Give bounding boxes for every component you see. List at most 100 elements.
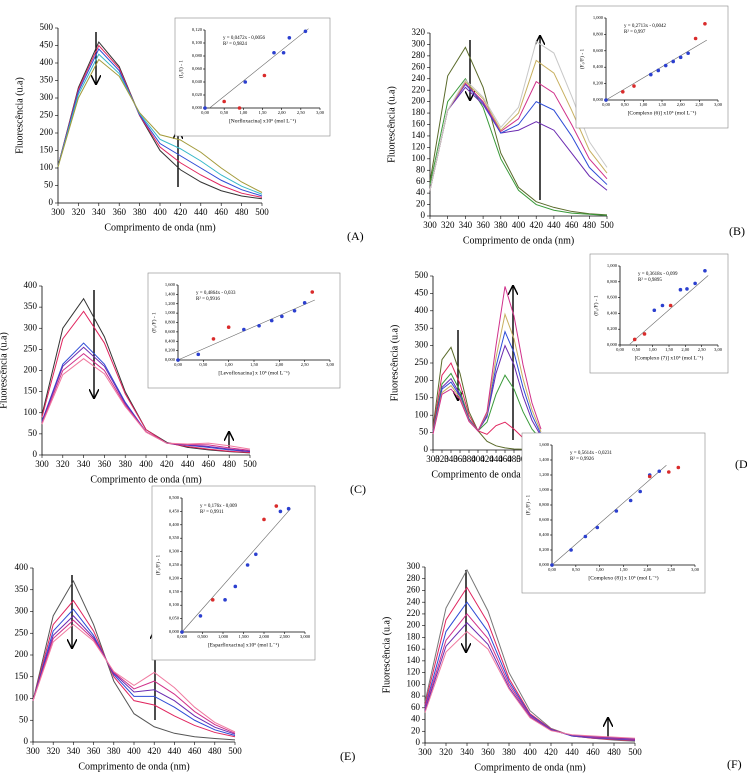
- data-point: [660, 303, 665, 308]
- y-tick-label: 300: [24, 322, 38, 332]
- y-tick-label: 0,050: [169, 616, 180, 622]
- main-plot: 300 320 340 360 380 400 420 440 460 480 500 0 50 100 1…: [0, 280, 366, 496]
- y-tick-label: 140: [407, 655, 421, 665]
- fit-annotation: y = 0,0472x - 0,0056: [223, 36, 265, 41]
- y-tick-label: 0,020: [192, 92, 203, 98]
- data-point: [638, 489, 642, 494]
- x-tick-label: 2,50: [695, 102, 704, 108]
- y-tick-label: 0,400: [593, 64, 604, 70]
- spectrum-line: [424, 630, 636, 739]
- y-tick-label: 1,000: [593, 15, 604, 21]
- y-tick-label: 80: [416, 164, 426, 174]
- x-tick-label: 320: [439, 747, 453, 757]
- x-tick-label: 500: [628, 747, 642, 757]
- spectrum-line: [57, 53, 263, 195]
- y-tick-label: 0,200: [169, 575, 180, 581]
- y-tick-label: 0: [33, 449, 38, 459]
- data-point: [243, 80, 248, 84]
- y-tick-label: 200: [412, 96, 426, 106]
- data-point: [281, 50, 286, 55]
- x-tick-label: 0,50: [632, 347, 641, 353]
- x-tick-label: 460: [565, 220, 579, 230]
- y-tick-label: 500: [40, 22, 54, 32]
- y-tick-label: 20: [411, 725, 421, 735]
- x-tick-label: 0,00: [616, 347, 625, 353]
- data-point: [223, 598, 227, 602]
- y-tick-label: 200: [24, 365, 38, 375]
- y-tick-label: 1,600: [539, 442, 550, 448]
- y-tick-label: 500: [415, 270, 429, 280]
- y-tick-label: 250: [40, 110, 54, 120]
- x-tick-label: 1,50: [250, 362, 259, 368]
- x-tick-label: 380: [494, 220, 508, 230]
- y-axis-label: Fluorescência (u.a): [0, 332, 9, 409]
- x-tick-label: 300: [26, 746, 40, 756]
- y-tick-label: 50: [28, 428, 38, 438]
- x-tick-label: 0,00: [548, 567, 557, 573]
- trend-line: [177, 299, 315, 361]
- y-tick-label: 200: [415, 374, 429, 384]
- y-tick-label: 60: [416, 176, 426, 186]
- panel-label: (C): [350, 482, 366, 496]
- x-tick-label: 0,50: [199, 362, 208, 368]
- y-tick-label: 220: [412, 84, 426, 94]
- spectrum-line: [57, 44, 263, 198]
- data-point: [237, 106, 242, 110]
- y-tick-label: 180: [407, 631, 421, 641]
- y-tick-label: 60: [411, 702, 421, 712]
- x-axis-label: [Complexo (8)] x 10⁶ (mol L⁻¹): [588, 574, 658, 581]
- x-tick-label: 320: [56, 459, 70, 469]
- x-tick-label: 380: [502, 747, 516, 757]
- x-tick-label: 2,50: [698, 347, 707, 353]
- data-point: [274, 504, 279, 508]
- y-tick-label: 100: [412, 153, 426, 163]
- inset-frame: [174, 17, 331, 137]
- x-tick-label: 2,00: [275, 362, 284, 368]
- x-tick-label: 1,500: [238, 634, 249, 640]
- y-tick-label: 150: [415, 392, 429, 402]
- y-tick-label: 0,800: [607, 279, 618, 285]
- data-point: [222, 99, 226, 104]
- main-plot: 300 320 340 360 380 400 420 440 460 480 500 0 50 100 1…: [0, 562, 355, 772]
- x-tick-label: 1,00: [225, 362, 234, 368]
- x-tick-label: 0,00: [174, 362, 183, 368]
- x-tick-label: 460: [586, 747, 600, 757]
- x-tick-label: 1,00: [649, 347, 658, 353]
- data-point: [211, 337, 216, 341]
- panel-label: (F): [727, 757, 742, 771]
- y-tick-label: 200: [40, 127, 54, 137]
- y-tick-label: 0,000: [165, 357, 176, 363]
- y-tick-label: 180: [412, 107, 426, 117]
- y-tick-label: 140: [412, 130, 426, 140]
- x-tick-label: 0,50: [621, 102, 630, 108]
- x-tick-label: 3,00: [326, 362, 335, 368]
- spectrum-line: [57, 58, 263, 193]
- y-tick-label: 160: [412, 119, 426, 129]
- y-tick-label: 350: [40, 75, 54, 85]
- y-tick-label: 350: [415, 322, 429, 332]
- data-point: [257, 323, 261, 328]
- data-point: [628, 498, 633, 503]
- inset-frame: [575, 5, 729, 129]
- spectrum-line: [432, 372, 542, 440]
- x-tick-label: 460: [202, 459, 216, 469]
- y-tick-label: 40: [411, 714, 421, 724]
- x-axis-label: Comprimento de onda (nm): [90, 474, 201, 485]
- x-tick-label: 2,00: [681, 347, 690, 353]
- data-point: [621, 90, 625, 94]
- y-tick-label: 100: [407, 678, 421, 688]
- data-point: [614, 509, 619, 513]
- data-point: [685, 287, 689, 291]
- data-point: [693, 36, 698, 41]
- y-tick-label: 400: [24, 280, 38, 290]
- x-tick-label: 0,00: [201, 110, 210, 116]
- x-axis-label: Comprimento de onda (nm): [104, 222, 215, 233]
- x-tick-label: 340: [92, 207, 106, 217]
- inset: 0,000 0,500 1,000 1,500 2,000 2,500 3,000 0,000…: [151, 485, 316, 661]
- data-point: [287, 36, 292, 40]
- x-tick-label: 500: [255, 207, 269, 217]
- x-tick-label: 420: [160, 459, 174, 469]
- x-tick-label: 2,50: [301, 362, 310, 368]
- data-point: [678, 287, 683, 292]
